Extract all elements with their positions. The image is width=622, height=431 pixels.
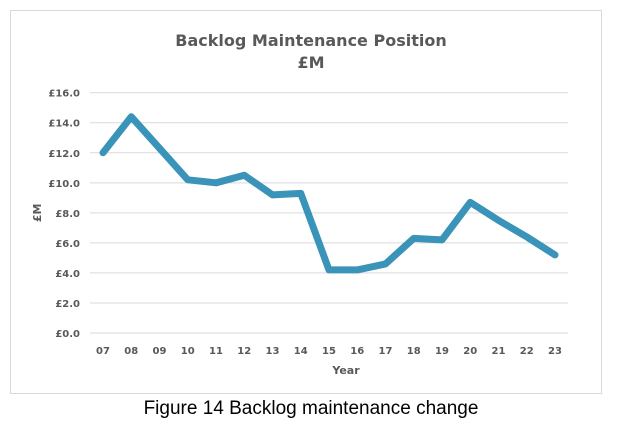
x-tick-label: 12 [237,346,251,357]
x-tick-label: 09 [153,346,167,357]
y-tick-label: £16.0 [48,89,80,100]
x-tick-label: 11 [209,346,223,357]
x-tick-label: 07 [96,346,110,357]
y-tick-label: £2.0 [55,299,80,310]
x-tick-label: 19 [435,346,449,357]
x-tick-label: 10 [181,346,195,357]
y-tick-label: £8.0 [55,209,80,220]
y-tick-label: £12.0 [48,149,80,160]
chart-frame [10,10,602,394]
x-tick-label: 22 [520,346,534,357]
x-tick-label: 15 [322,346,336,357]
x-tick-label: 17 [379,346,393,357]
y-tick-label: £0.0 [55,329,80,340]
y-tick-label: £4.0 [55,269,80,280]
y-tick-label: £10.0 [48,179,80,190]
x-tick-label: 20 [463,346,477,357]
chart-title: Backlog Maintenance Position £M [0,30,622,74]
y-tick-label: £6.0 [55,239,80,250]
chart-title-main: Backlog Maintenance Position [175,31,447,50]
figure-caption: Figure 14 Backlog maintenance change [143,398,479,419]
chart-subtitle: £M [297,53,325,72]
x-tick-label: 14 [294,346,308,357]
y-axis-label: £M [31,204,44,223]
x-tick-label: 16 [350,346,364,357]
x-tick-label: 18 [407,346,421,357]
x-tick-label: 21 [492,346,506,357]
x-tick-label: 13 [266,346,280,357]
series-line [99,113,559,274]
x-axis-label: Year [331,364,360,377]
x-tick-label: 23 [548,346,562,357]
y-tick-label: £14.0 [48,119,80,130]
x-tick-label: 08 [124,346,138,357]
